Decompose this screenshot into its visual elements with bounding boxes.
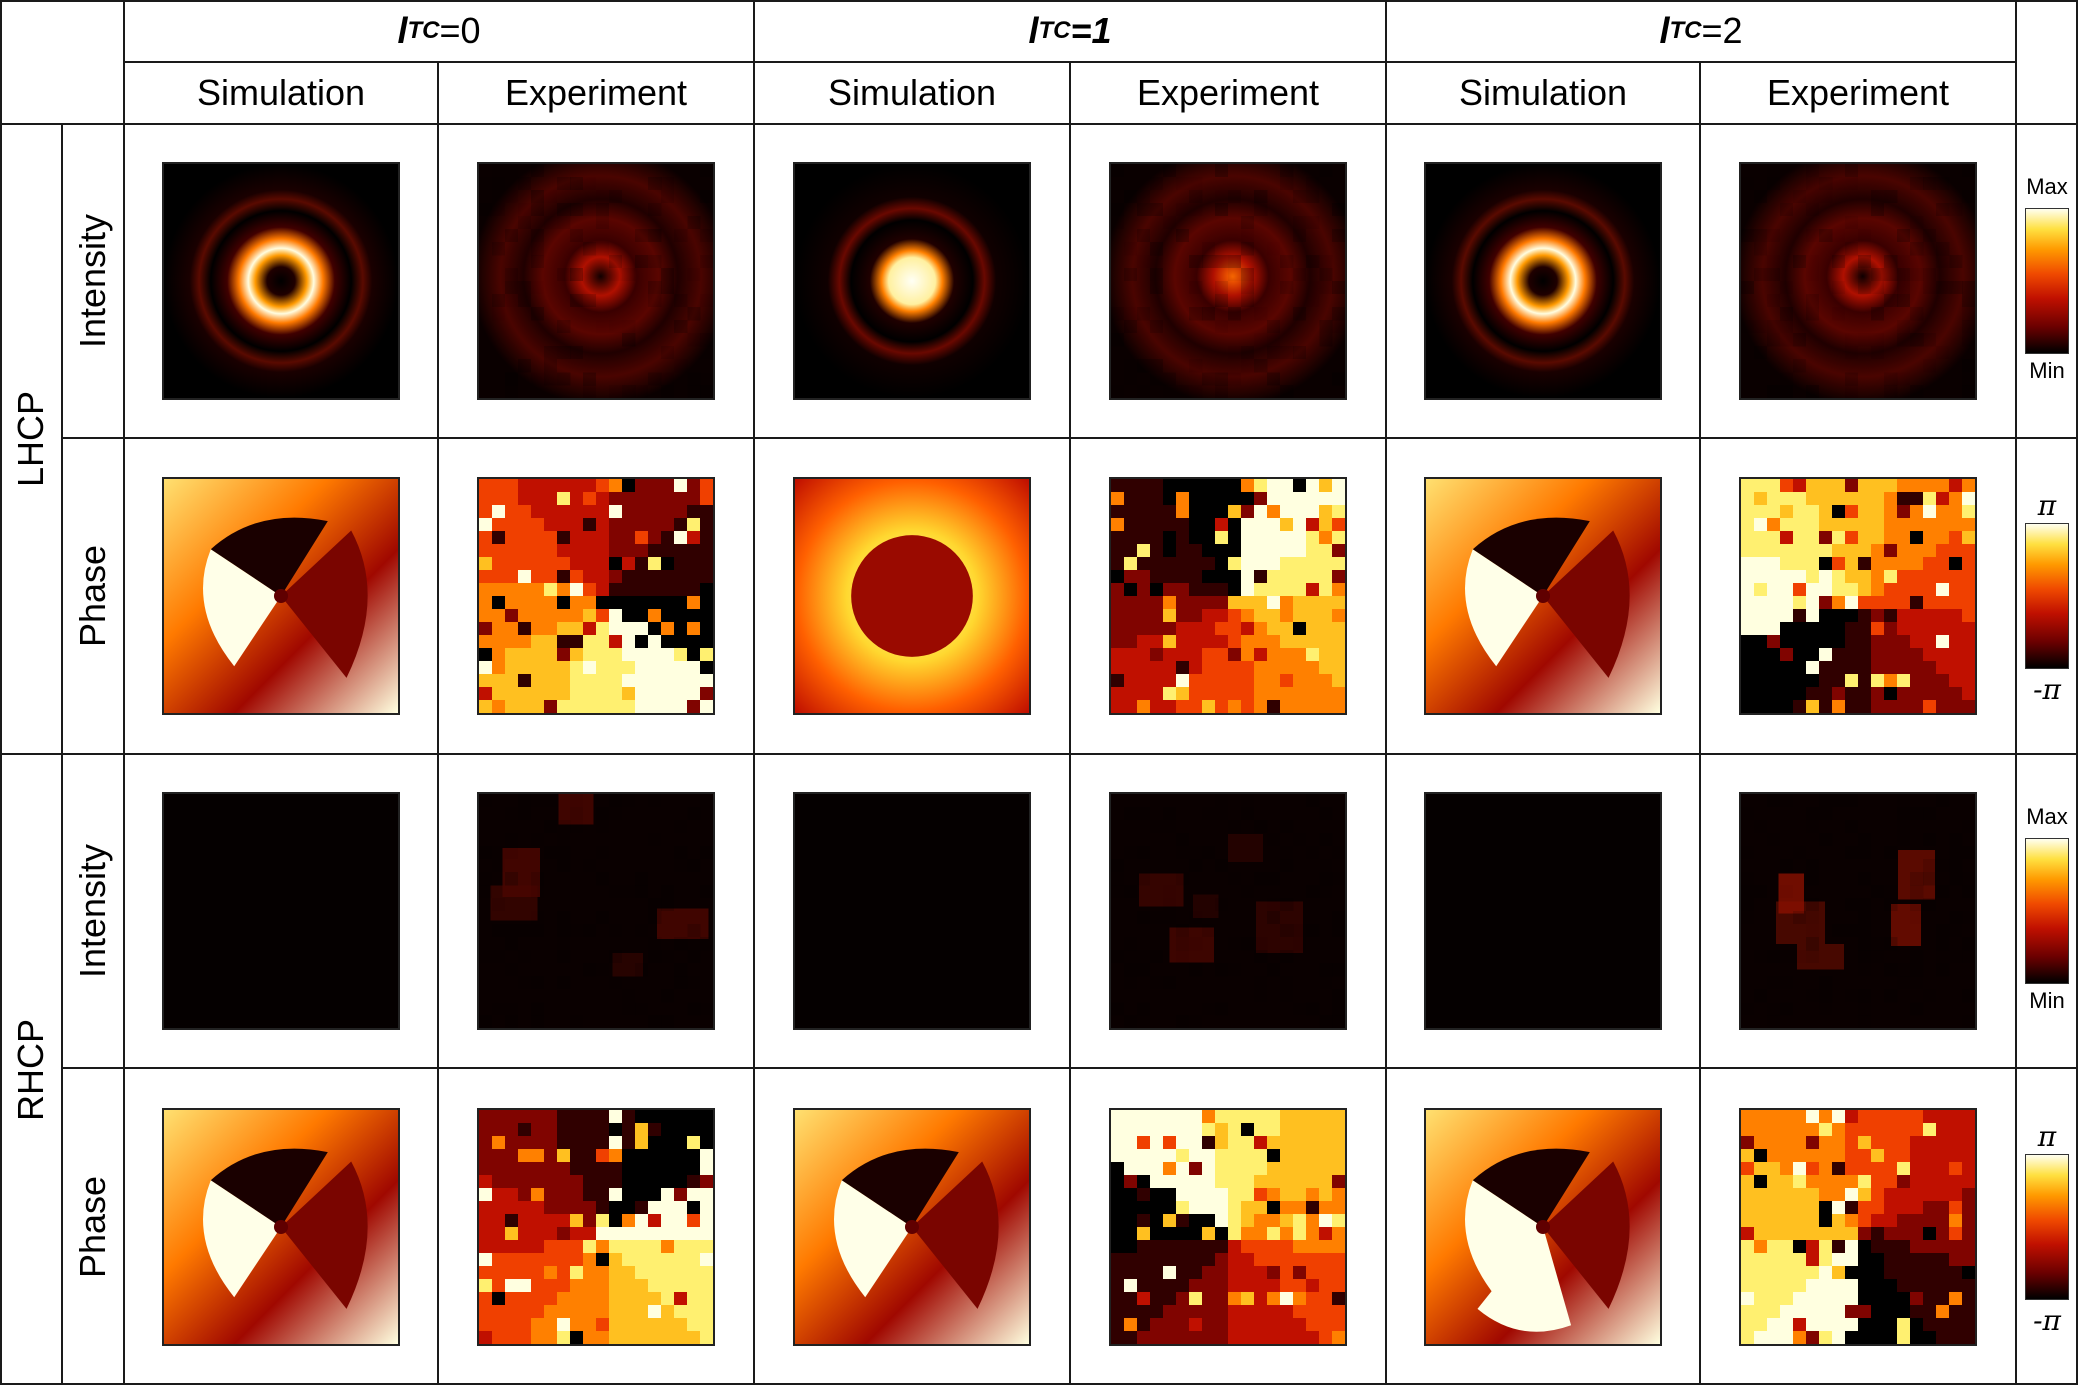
grid-line — [1385, 0, 1387, 1385]
polarization-label-text: LHCP — [10, 390, 51, 488]
grid-line — [1069, 62, 1071, 1385]
image-panel — [477, 1107, 715, 1346]
image-panel — [793, 162, 1031, 400]
grid-line — [2076, 0, 2078, 1385]
image-panel — [1739, 162, 1977, 400]
tc-group-header: l TC =2 — [1386, 0, 2016, 62]
image-panel — [162, 162, 400, 400]
image-panel — [1109, 477, 1347, 715]
row-label-text: Phase — [72, 544, 114, 648]
row-label-text: Phase — [72, 1175, 114, 1278]
image-panel — [1424, 162, 1662, 400]
tc-group-header: l TC =1 — [754, 0, 1386, 62]
grid-line — [753, 0, 755, 1385]
row-label-text: Intensity — [72, 213, 114, 349]
tc-symbol: l — [1659, 10, 1670, 51]
colorbar-max-label: π — [2037, 1119, 2057, 1153]
polarization-label: LHCP — [0, 124, 62, 754]
polarization-label-text: RHCP — [10, 1018, 52, 1121]
image-panel — [162, 1107, 400, 1346]
image-panel — [477, 792, 715, 1030]
colorbar — [2025, 208, 2069, 354]
grid-line — [61, 124, 63, 1385]
row-label: Intensity — [62, 754, 124, 1068]
grid-line — [0, 123, 2078, 125]
tc-symbol: l — [397, 10, 408, 51]
grid-line — [0, 0, 2, 1385]
image-panel — [1109, 162, 1347, 400]
colorbar-min-label: Min — [2029, 358, 2065, 383]
row-label: Intensity — [62, 124, 124, 438]
image-panel — [1739, 477, 1977, 715]
grid-line — [2015, 0, 2017, 1385]
tc-subscript: TC — [407, 17, 440, 44]
grid-line — [437, 62, 439, 1385]
image-panel — [1109, 1107, 1347, 1346]
column-header: Simulation — [1458, 72, 1628, 113]
image-panel — [162, 477, 400, 715]
tc-value: =1 — [1070, 10, 1112, 51]
image-panel — [1424, 1107, 1662, 1346]
polarization-label: RHCP — [0, 754, 62, 1385]
image-panel — [1424, 792, 1662, 1030]
image-panel — [793, 477, 1031, 715]
grid-line — [0, 753, 2078, 755]
image-panel — [793, 1107, 1031, 1346]
grid-line — [1699, 62, 1701, 1385]
tc-group-header: l TC =0 — [124, 0, 754, 62]
image-panel — [793, 792, 1031, 1030]
row-label-text: Intensity — [72, 843, 114, 979]
colorbar-min-label: -π — [2033, 673, 2061, 706]
tc-value: =0 — [439, 10, 481, 51]
column-header: Experiment — [504, 72, 688, 113]
tc-subscript: TC — [1669, 17, 1702, 44]
grid-line — [123, 0, 125, 1385]
colorbar-max-label: π — [2037, 489, 2057, 522]
image-panel — [1109, 792, 1347, 1030]
grid-line — [0, 0, 2078, 2]
colorbar-min-label: -π — [2033, 1303, 2061, 1337]
colorbar — [2025, 523, 2069, 669]
row-label: Phase — [62, 438, 124, 754]
column-header: Simulation — [196, 72, 366, 113]
colorbar-max-label: Max — [2026, 804, 2068, 829]
image-panel — [477, 162, 715, 400]
column-header: Experiment — [1766, 72, 1950, 113]
grid-line — [0, 1383, 2078, 1385]
column-header: Experiment — [1136, 72, 1320, 113]
image-panel — [477, 477, 715, 715]
image-panel — [162, 792, 400, 1030]
image-panel — [1739, 792, 1977, 1030]
colorbar — [2025, 838, 2069, 984]
column-header: Simulation — [827, 72, 997, 113]
image-panel — [1739, 1107, 1977, 1346]
colorbar — [2025, 1153, 2069, 1300]
image-panel — [1424, 477, 1662, 715]
tc-subscript: TC — [1038, 17, 1071, 44]
tc-symbol: l — [1028, 10, 1039, 51]
row-label: Phase — [62, 1068, 124, 1385]
colorbar-max-label: Max — [2026, 174, 2068, 199]
tc-value: =2 — [1701, 10, 1743, 51]
colorbar-min-label: Min — [2029, 988, 2065, 1013]
